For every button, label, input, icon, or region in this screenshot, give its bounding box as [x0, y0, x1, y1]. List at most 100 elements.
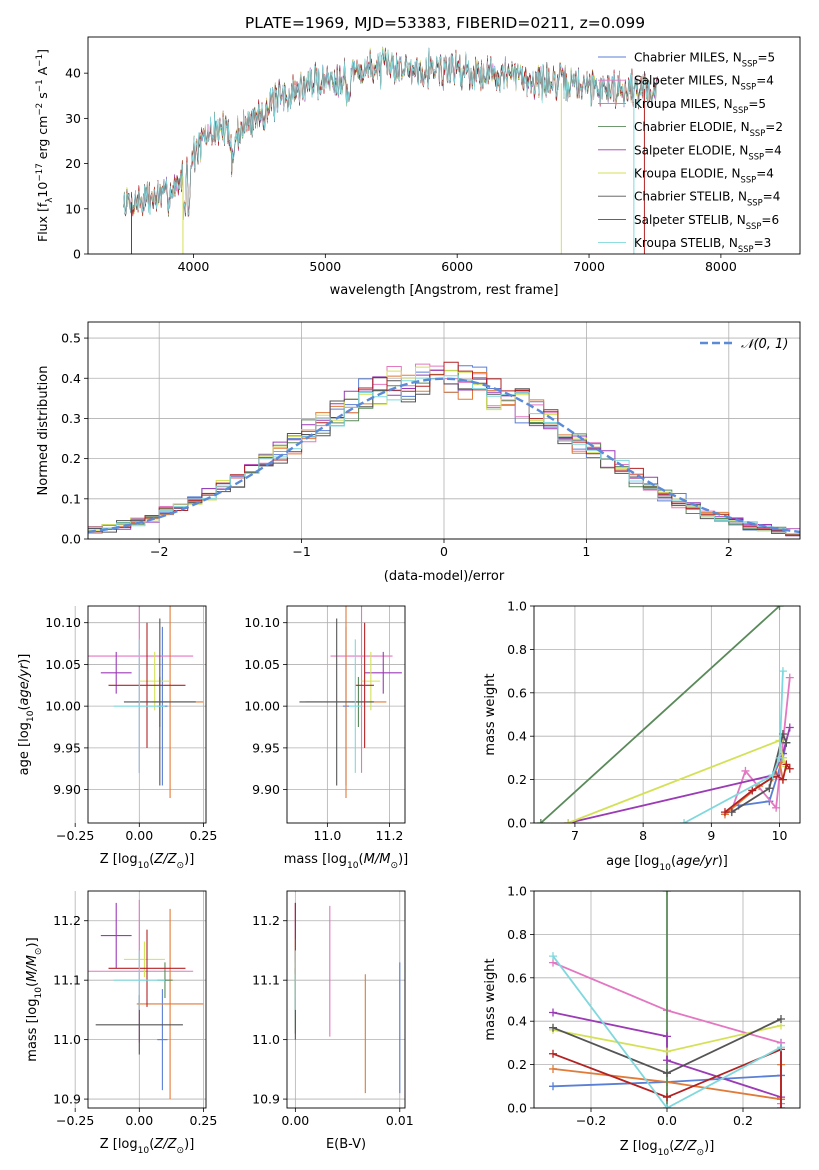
x-axis-label: Z [log10(Z/Z⊙)] — [100, 1137, 195, 1156]
y-tick-label: 0.8 — [507, 927, 527, 942]
weight-marker — [777, 1015, 785, 1024]
y-tick-label: 10.00 — [45, 699, 81, 714]
gaussian-curve — [88, 377, 800, 534]
weight-marker — [775, 606, 784, 610]
y-tick-label: 10.10 — [45, 615, 81, 630]
x-tick-label: −1 — [292, 544, 310, 559]
weight-marker — [785, 723, 794, 732]
weight-marker — [778, 667, 787, 676]
y-tick-label: 9.95 — [252, 740, 280, 755]
x-tick-label: 11.2 — [376, 828, 404, 843]
histogram-series-7 — [88, 361, 800, 536]
y-tick-label: 0.8 — [507, 642, 527, 657]
y-tick-label: 0.3 — [61, 411, 81, 426]
weight-series-8 — [552, 955, 782, 1108]
x-tick-label: 5000 — [309, 259, 341, 274]
axes-frame — [286, 890, 406, 1109]
y-tick-label: 11.2 — [252, 913, 280, 928]
y-tick-label: 10 — [65, 201, 81, 216]
y-axis-label: mass weight — [483, 673, 498, 755]
x-tick-label: 0.01 — [386, 1113, 414, 1128]
y-axis-label: Normed distribution — [36, 366, 51, 496]
x-tick-label: −0.2 — [576, 1113, 606, 1128]
weight-lines — [549, 891, 785, 1108]
y-tick-label: 0.4 — [61, 371, 81, 386]
legend-label: Kroupa MILES, NSSP=5 — [634, 97, 766, 115]
weight-marker — [775, 753, 784, 762]
weight-lines — [536, 606, 794, 823]
legend-label: Salpeter MILES, NSSP=4 — [634, 74, 774, 92]
weight-marker — [663, 1069, 671, 1078]
weight-marker — [549, 1049, 557, 1058]
weight-marker — [777, 1043, 785, 1052]
weight-series-4 — [567, 727, 791, 823]
weight-marker — [785, 764, 794, 773]
legend-label: Kroupa ELODIE, NSSP=4 — [634, 167, 774, 185]
x-tick-label: 0 — [440, 544, 448, 559]
axes-mass_vs_Z: −0.25 0.00 0.25 10.9 11.0 11.1 11.2 Z [log10(Z/… — [25, 890, 218, 1156]
y-tick-label: 0.4 — [507, 729, 527, 744]
axes-weight_vs_Z: −0.2 0.0 0.2 0.0 0.2 0.4 0.6 0.8 1.0 Z [log10(Z/Z… — [483, 884, 801, 1158]
y-tick-label: 0.2 — [507, 1057, 527, 1072]
y-tick-label: 11.1 — [252, 973, 280, 988]
x-tick-label: 0.25 — [190, 1113, 218, 1128]
x-tick-label: 8 — [639, 828, 647, 843]
errorbars — [88, 606, 204, 798]
x-tick-label: 9 — [707, 828, 715, 843]
legend: Chabrier MILES, NSSP=5 Salpeter MILES, NS… — [598, 51, 783, 254]
axes-weight_vs_age: 7 8 9 10 0.0 0.2 0.4 0.6 0.8 1.0 age [log10(age/yr… — [483, 599, 801, 873]
axes-frame — [87, 605, 207, 824]
x-tick-label: 0.25 — [190, 828, 218, 843]
y-tick-label: 0.2 — [507, 772, 527, 787]
x-tick-label: 7000 — [573, 259, 605, 274]
legend-label: 𝒩(0, 1) — [741, 337, 788, 352]
histograms — [88, 361, 800, 538]
y-tick-label: 1.0 — [507, 884, 527, 899]
legend-label: Chabrier MILES, NSSP=5 — [634, 51, 775, 69]
weight-marker — [663, 891, 671, 895]
y-tick-label: 0.5 — [61, 331, 81, 346]
x-tick-label: 0.00 — [125, 828, 153, 843]
y-tick-label: 10.9 — [252, 1092, 280, 1107]
y-tick-label: 10.10 — [244, 615, 280, 630]
weight-marker — [663, 1093, 671, 1102]
x-axis-label: age [log10(age/yr)] — [606, 854, 728, 873]
x-tick-label: −0.25 — [56, 1113, 94, 1128]
weight-marker — [549, 952, 557, 961]
x-axis-label: E(B-V) — [326, 1137, 366, 1152]
weight-marker — [663, 1104, 671, 1108]
x-axis-label: Z [log10(Z/Z⊙)] — [620, 1139, 715, 1158]
axes-frame — [87, 890, 207, 1109]
x-tick-label: 0.00 — [125, 1113, 153, 1128]
axes-frame — [87, 36, 801, 255]
weight-marker — [663, 1047, 671, 1056]
x-tick-label: 0.00 — [281, 1113, 309, 1128]
weight-marker — [549, 1082, 557, 1091]
y-tick-label: 9.90 — [53, 782, 81, 797]
x-tick-label: 0.0 — [657, 1113, 677, 1128]
spectrum-lines — [123, 46, 658, 254]
legend-label: Kroupa STELIB, NSSP=3 — [634, 236, 771, 254]
x-tick-label: 8000 — [705, 259, 737, 274]
figure-title: PLATE=1969, MJD=53383, FIBERID=0211, z=0… — [245, 14, 645, 32]
axes-age_vs_mass: 11.0 11.2 9.90 9.95 10.00 10.05 10.10 mass [log… — [244, 605, 408, 871]
legend-label: Chabrier ELODIE, NSSP=2 — [634, 120, 783, 138]
axes-residuals: −2 −1 0 1 2 0.0 0.1 0.2 0.3 0.4 0.5 𝒩(0, 1) (data-mo… — [36, 321, 801, 584]
y-tick-label: 0.0 — [507, 816, 527, 831]
y-tick-label: 11.0 — [252, 1032, 280, 1047]
weight-marker — [663, 1032, 671, 1041]
weight-series-8 — [683, 671, 784, 823]
weight-series-6 — [731, 731, 788, 813]
y-tick-label: 20 — [65, 156, 81, 171]
x-tick-label: 2 — [725, 544, 733, 559]
weight-marker — [741, 766, 750, 775]
weight-marker — [720, 808, 729, 817]
y-tick-label: 9.90 — [252, 782, 280, 797]
weight-marker — [549, 1023, 557, 1032]
y-tick-label: 11.0 — [53, 1032, 81, 1047]
x-tick-label: 7 — [571, 828, 579, 843]
legend-label: Salpeter ELODIE, NSSP=4 — [634, 143, 782, 161]
weight-marker — [748, 786, 757, 795]
y-tick-label: 0.0 — [507, 1101, 527, 1116]
